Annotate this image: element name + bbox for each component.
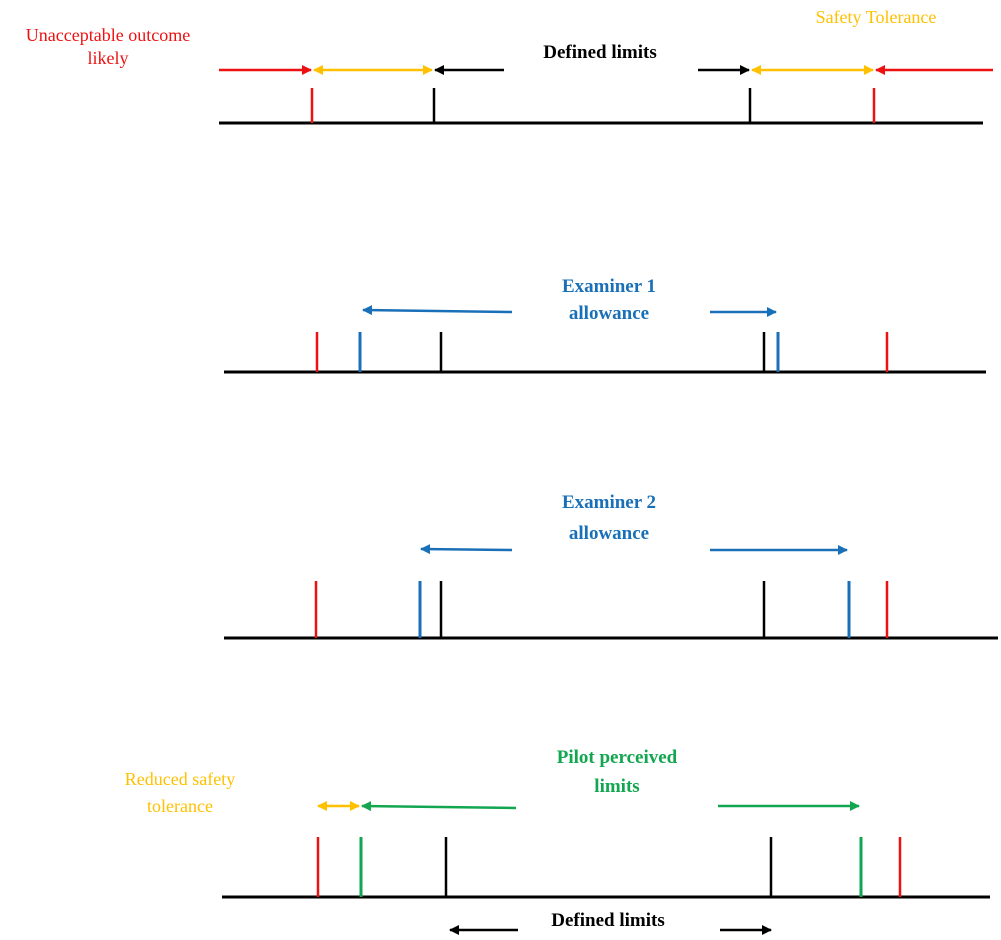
green-arrow-left (361, 801, 517, 812)
blue-arrow-left (362, 305, 513, 316)
defined-limits-label: Defined limits (543, 42, 656, 63)
examiner-2-label-line1: Examiner 2 (562, 492, 656, 513)
examiner-1-label-line1: Examiner 1 (562, 276, 656, 297)
reduced-safety-tolerance-label-line1: Reduced safety (125, 769, 235, 789)
panel-defined-limits: Unacceptable outcome likely Safety Toler… (26, 7, 993, 125)
blue-arrow-left (420, 544, 513, 555)
reduced-safety-tolerance-label-line2: tolerance (147, 796, 213, 816)
safety-tolerance-label: Safety Tolerance (816, 7, 937, 27)
panel-pilot-perceived: Reduced safety tolerance Pilot perceived… (125, 747, 990, 935)
panel-examiner-1: Examiner 1 allowance (224, 276, 986, 374)
pilot-perceived-label-line1: Pilot perceived (557, 747, 678, 768)
defined-limits-label-bottom: Defined limits (551, 910, 664, 931)
examiner-1-label-line2: allowance (569, 303, 649, 324)
unacceptable-outcome-label-line2: likely (88, 48, 129, 68)
panel-examiner-2: Examiner 2 allowance (224, 492, 998, 640)
examiner-2-label-line2: allowance (569, 523, 649, 544)
pilot-perceived-label-line2: limits (594, 776, 639, 797)
unacceptable-outcome-label-line1: Unacceptable outcome (26, 25, 190, 45)
